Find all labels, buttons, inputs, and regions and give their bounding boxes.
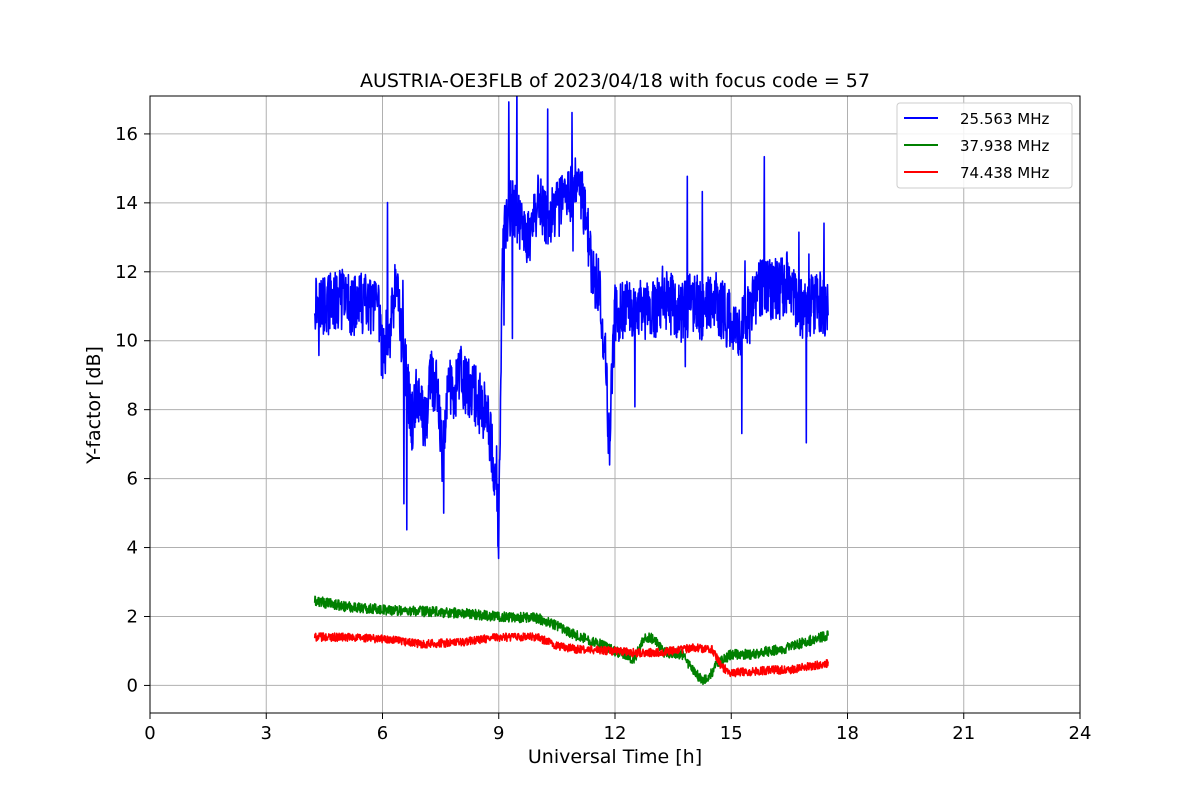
grid-lines (149, 96, 1081, 713)
y-tick-label: 12 (115, 262, 138, 283)
legend-label-3: 74.438 MHz (960, 164, 1049, 182)
legend-entry: 37.938 MHz (904, 137, 1049, 155)
chart-title: AUSTRIA-OE3FLB of 2023/04/18 with focus … (360, 70, 870, 92)
series-lines (313, 96, 829, 686)
y-tick-label: 16 (115, 124, 138, 145)
y-tick-label: 0 (127, 675, 138, 696)
y-axis-label: Y-factor [dB] (83, 346, 105, 465)
x-tick-label: 9 (493, 723, 504, 744)
y-tick-label: 14 (115, 193, 138, 214)
y-tick-label: 8 (127, 400, 138, 421)
y-tick-label: 10 (115, 331, 138, 352)
x-axis-label: Universal Time [h] (528, 746, 702, 768)
x-tick-label: 0 (144, 723, 155, 744)
x-tick-label: 24 (1069, 723, 1092, 744)
x-axis: 0 3 6 9 12 15 18 21 24 (144, 713, 1091, 744)
y-tick-label: 2 (127, 606, 138, 627)
y-tick-label: 6 (127, 469, 138, 490)
x-tick-label: 6 (377, 723, 388, 744)
legend-entry: 74.438 MHz (904, 164, 1049, 182)
legend-box (896, 102, 1073, 189)
legend-label-1: 25.563 MHz (960, 110, 1049, 128)
plot-area (149, 95, 1081, 714)
x-tick-label: 21 (952, 723, 975, 744)
legend: 25.563 MHz 37.938 MHz 74.438 MHz (896, 102, 1073, 189)
series-line-1 (313, 96, 829, 560)
x-tick-label: 15 (720, 723, 743, 744)
legend-label-2: 37.938 MHz (960, 137, 1049, 155)
y-tick-label: 4 (127, 538, 138, 559)
x-tick-label: 18 (836, 723, 859, 744)
y-axis: 0 2 4 6 8 10 12 14 16 (115, 124, 150, 696)
x-tick-label: 3 (261, 723, 272, 744)
x-tick-label: 12 (604, 723, 627, 744)
series-line-3 (313, 632, 829, 678)
legend-entry: 25.563 MHz (904, 110, 1049, 128)
series-line-2 (313, 595, 829, 686)
